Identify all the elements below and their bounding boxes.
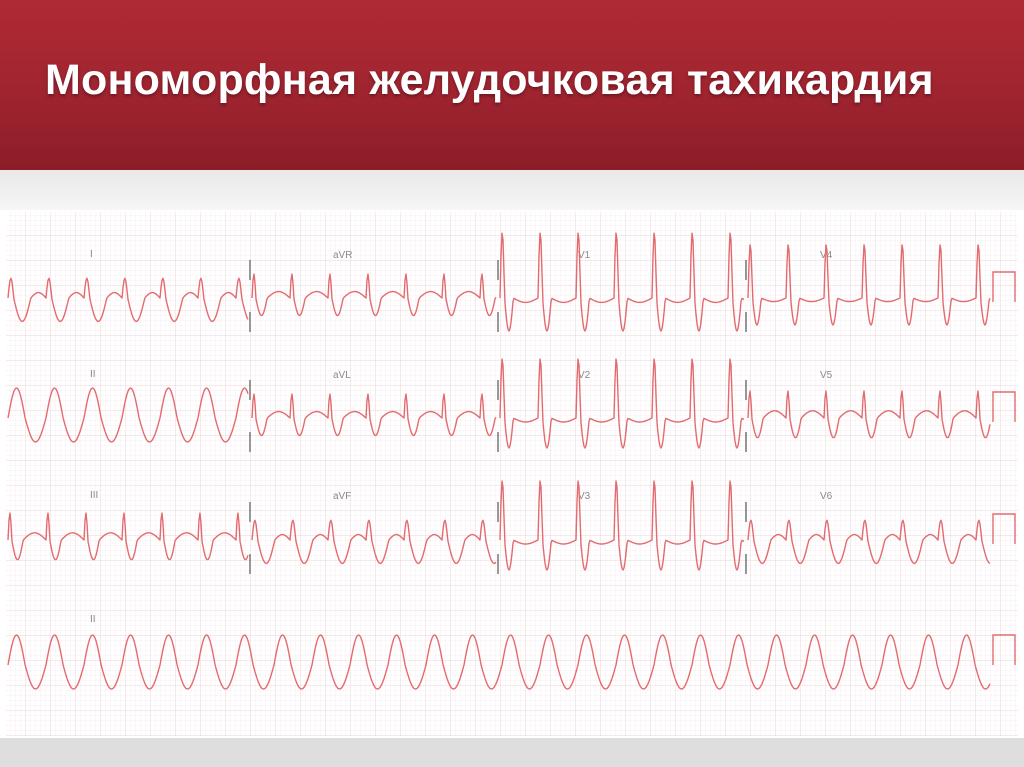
calibration-pulse-row3 xyxy=(992,513,1016,544)
ecg-trace-aVR xyxy=(251,273,497,317)
ecg-trace-aVL xyxy=(251,393,497,437)
ecg-trace-V4 xyxy=(747,244,991,326)
ecg-trace-III xyxy=(7,512,249,561)
ecg-trace-V3 xyxy=(499,480,745,571)
calibration-pulse-rhythm xyxy=(992,634,1016,665)
ecg-trace-V2 xyxy=(499,358,745,449)
ecg-strip: I aVR V1 V4 II aVL V2 V5 III aVF V3 V6 I… xyxy=(0,210,1024,738)
ecg-trace-II xyxy=(7,387,249,443)
ecg-trace-rhythm-II xyxy=(7,634,991,690)
lead-label-V1: V1 xyxy=(578,250,591,261)
lead-label-V5: V5 xyxy=(820,370,833,381)
ecg-trace-I xyxy=(7,277,249,323)
calibration-pulse-row1 xyxy=(992,271,1016,302)
ecg-trace-V6 xyxy=(747,519,991,565)
lead-label-V2: V2 xyxy=(578,370,591,381)
calibration-pulse-row2 xyxy=(992,391,1016,422)
lead-label-aVR: aVR xyxy=(333,250,352,261)
title-bar: Мономорфная желудочковая тахикардия xyxy=(0,0,1024,170)
ecg-lead-switch-marks xyxy=(249,260,747,574)
ecg-traces xyxy=(7,232,1016,690)
lead-label-aVL: aVL xyxy=(333,370,351,381)
bottom-band xyxy=(0,738,1024,767)
ecg-trace-aVF xyxy=(251,519,497,565)
ecg-tracing: I aVR V1 V4 II aVL V2 V5 III aVF V3 V6 I… xyxy=(0,210,1024,738)
lead-label-aVF: aVF xyxy=(333,491,351,502)
lead-label-III: III xyxy=(90,490,98,501)
slide-title: Мономорфная желудочковая тахикардия xyxy=(45,56,934,104)
lead-label-V3: V3 xyxy=(578,491,591,502)
lead-label-I: I xyxy=(90,249,93,260)
lead-label-II: II xyxy=(90,369,96,380)
ecg-trace-V5 xyxy=(747,390,991,439)
lead-label-V4: V4 xyxy=(820,250,833,261)
ecg-trace-V1 xyxy=(499,232,745,332)
lead-label-rhythm-II: II xyxy=(90,614,96,625)
lead-label-V6: V6 xyxy=(820,491,833,502)
title-separator-band xyxy=(0,170,1024,210)
